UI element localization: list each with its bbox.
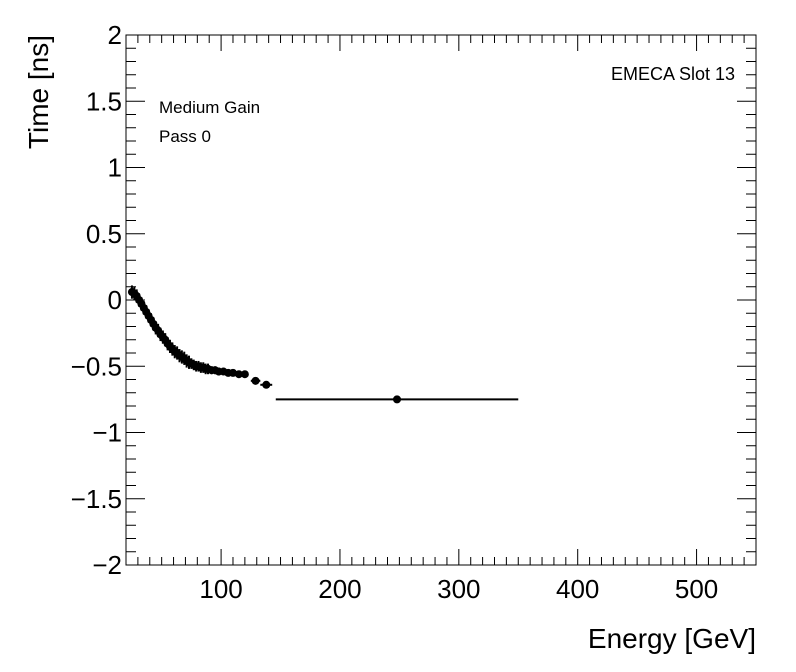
y-tick-label: 2 [108,20,122,50]
x-tick-label: 500 [675,574,718,604]
point-marker [228,368,237,377]
point-marker [234,370,243,379]
y-tick-label: 0.5 [86,219,122,249]
y-tick-label: −1.5 [71,484,122,514]
x-tick-label: 400 [556,574,599,604]
gain-annotation: Medium Gain [159,98,260,117]
x-tick-labels: 100 200 300 400 500 [199,574,718,604]
y-tick-label: 1.5 [86,86,122,116]
y-tick-label: −0.5 [71,351,122,381]
pass-annotation: Pass 0 [159,127,211,146]
point-marker [240,370,249,379]
data-point [260,380,273,389]
y-tick-label: −2 [92,550,122,580]
axis-ticks [125,34,757,566]
point-marker [393,395,402,404]
x-tick-label: 200 [318,574,361,604]
point-marker [262,380,271,389]
x-tick-label: 100 [199,574,242,604]
data-points [127,285,519,404]
data-point [228,368,237,377]
y-axis-title: Time [ns] [23,35,54,149]
data-point [275,395,519,404]
x-axis-title: Energy [GeV] [588,623,756,654]
y-tick-labels: −2 −1.5 −1 −0.5 0 0.5 1 1.5 2 [71,20,122,580]
y-tick-label: 1 [108,153,122,183]
data-point [250,376,261,385]
point-marker [251,376,260,385]
data-point [240,370,249,379]
y-tick-label: −1 [92,418,122,448]
x-tick-label: 300 [437,574,480,604]
y-tick-label: 0 [108,285,122,315]
slot-annotation: EMECA Slot 13 [611,64,735,84]
